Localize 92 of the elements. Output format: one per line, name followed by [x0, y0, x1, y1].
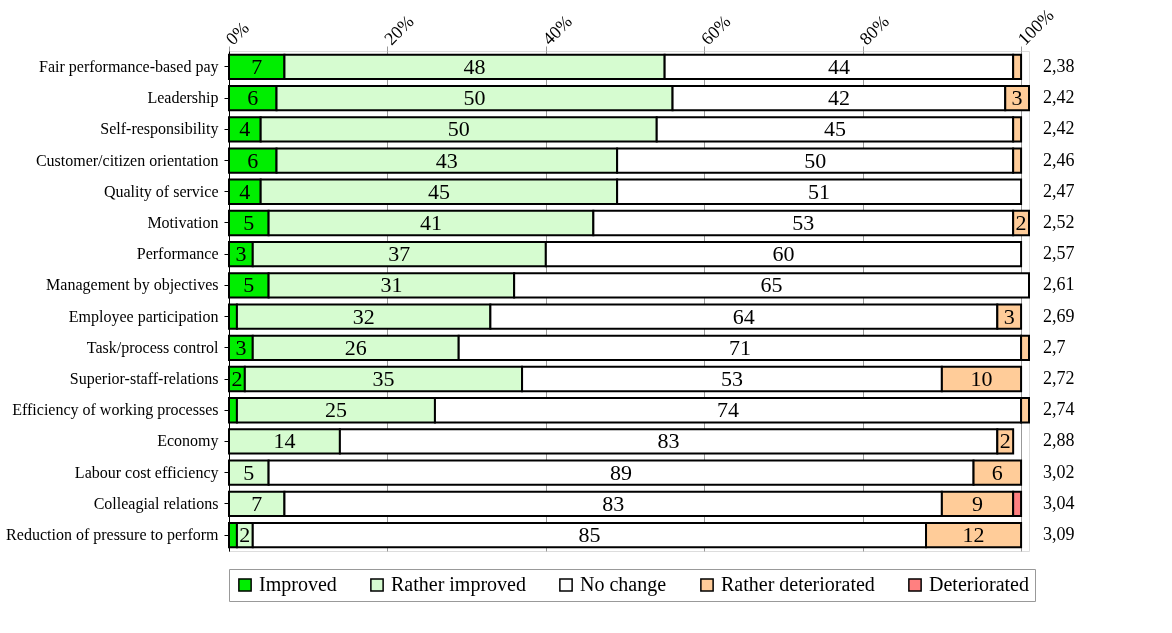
y-tick-label: Colleagial relations	[93, 494, 219, 513]
data-label: 6	[991, 459, 1003, 485]
data-label: 44	[827, 53, 850, 79]
text: 2,46	[1043, 149, 1075, 170]
x-tick-label: 40%	[538, 11, 577, 49]
data-label: 37	[388, 241, 411, 267]
data-label: 4	[239, 116, 251, 142]
y-tick-label: Employee participation	[68, 307, 219, 326]
text: 2,88	[1043, 430, 1075, 451]
legend-label: Rather deteriorated	[721, 573, 875, 595]
data-label: 48	[463, 53, 486, 79]
data-label: 3	[235, 334, 247, 360]
y-tick-label: Performance	[136, 245, 219, 263]
text: 2,72	[1043, 368, 1075, 389]
data-label: 43	[435, 147, 458, 173]
data-label: 31	[380, 272, 403, 298]
y-tick-label: Labour cost efficiency	[74, 463, 219, 482]
text: 3,02	[1043, 461, 1075, 482]
legend-label: Improved	[259, 573, 337, 596]
data-label: 2	[999, 428, 1011, 454]
text: 2,47	[1043, 180, 1075, 201]
data-label: 3	[235, 241, 247, 267]
y-tick-label: Quality of service	[103, 182, 219, 201]
text: 2,38	[1043, 55, 1075, 76]
data-label: 71	[728, 334, 751, 360]
data-label: 41	[419, 209, 442, 235]
data-label: 89	[610, 459, 633, 485]
data-label: 83	[657, 428, 680, 454]
legend-label: Rather improved	[391, 573, 526, 596]
data-label: 14	[273, 428, 296, 454]
data-label: 7	[251, 53, 263, 79]
data-label: 74	[717, 397, 740, 423]
data-label: 7	[251, 490, 263, 516]
data-label: 2	[239, 522, 251, 548]
text: 3,04	[1043, 492, 1075, 513]
x-tick-label: 0%	[221, 17, 253, 49]
text: 2,42	[1043, 87, 1075, 108]
data-label: 3	[1003, 303, 1015, 329]
y-tick-label: Motivation	[147, 213, 219, 231]
data-label: 45	[427, 178, 450, 204]
data-label: 6	[247, 147, 259, 173]
x-tick-label: 20%	[380, 11, 418, 49]
data-label: 83	[602, 490, 625, 516]
legend-label: Deteriorated	[929, 573, 1029, 595]
text: 3,09	[1043, 524, 1075, 545]
y-tick-label: Reduction of pressure to perform	[6, 526, 220, 545]
data-label: 5	[243, 209, 255, 235]
data-label: 85	[578, 522, 601, 548]
data-label: 32	[352, 303, 375, 329]
text: 2,7	[1043, 336, 1066, 357]
data-label: 64	[732, 303, 755, 329]
data-label: 50	[804, 147, 827, 173]
data-label: 50	[447, 116, 470, 142]
y-tick-label: Leadership	[147, 89, 219, 108]
x-tick-label: 80%	[855, 11, 893, 49]
y-tick-label: Self-responsibility	[100, 120, 219, 139]
data-label: 2	[231, 366, 243, 392]
data-label: 6	[247, 85, 259, 111]
data-label: 5	[243, 459, 255, 485]
data-label: 65	[760, 272, 783, 298]
y-tick-label: Fair performance-based pay	[39, 57, 219, 76]
data-label: 2	[1015, 209, 1027, 235]
text: 2,42	[1043, 118, 1075, 139]
data-label: 45	[823, 116, 846, 142]
text: 2,74	[1043, 399, 1075, 420]
data-label: 60	[772, 241, 795, 267]
y-tick-label: Customer/citizen orientation	[35, 151, 219, 169]
text: 2,61	[1043, 274, 1075, 295]
data-label: 26	[344, 334, 367, 360]
text: 2,69	[1043, 305, 1075, 326]
y-tick-label: Superior-staff-relations	[69, 370, 219, 389]
text: 2,52	[1043, 211, 1075, 232]
data-label: 50	[463, 85, 486, 111]
x-tick-label: 60%	[696, 11, 735, 49]
text: 2,57	[1043, 243, 1075, 264]
data-label: 10	[970, 366, 993, 392]
data-label: 9	[972, 490, 984, 516]
data-label: 51	[808, 178, 831, 204]
data-label: 3	[1011, 85, 1023, 111]
data-label: 5	[243, 272, 255, 298]
legend-label: No change	[580, 573, 667, 596]
y-tick-label: Economy	[157, 432, 219, 451]
data-label: 35	[372, 366, 395, 392]
data-label: 42	[827, 85, 850, 111]
data-label: 12	[962, 522, 985, 548]
data-label: 25	[324, 397, 347, 423]
y-tick-label: Management by objectives	[46, 276, 219, 295]
y-tick-label: Task/process control	[86, 338, 220, 357]
data-label: 53	[720, 366, 743, 392]
data-label: 53	[792, 209, 815, 235]
data-label: 4	[239, 178, 251, 204]
y-tick-label: Efficiency of working processes	[12, 401, 219, 420]
